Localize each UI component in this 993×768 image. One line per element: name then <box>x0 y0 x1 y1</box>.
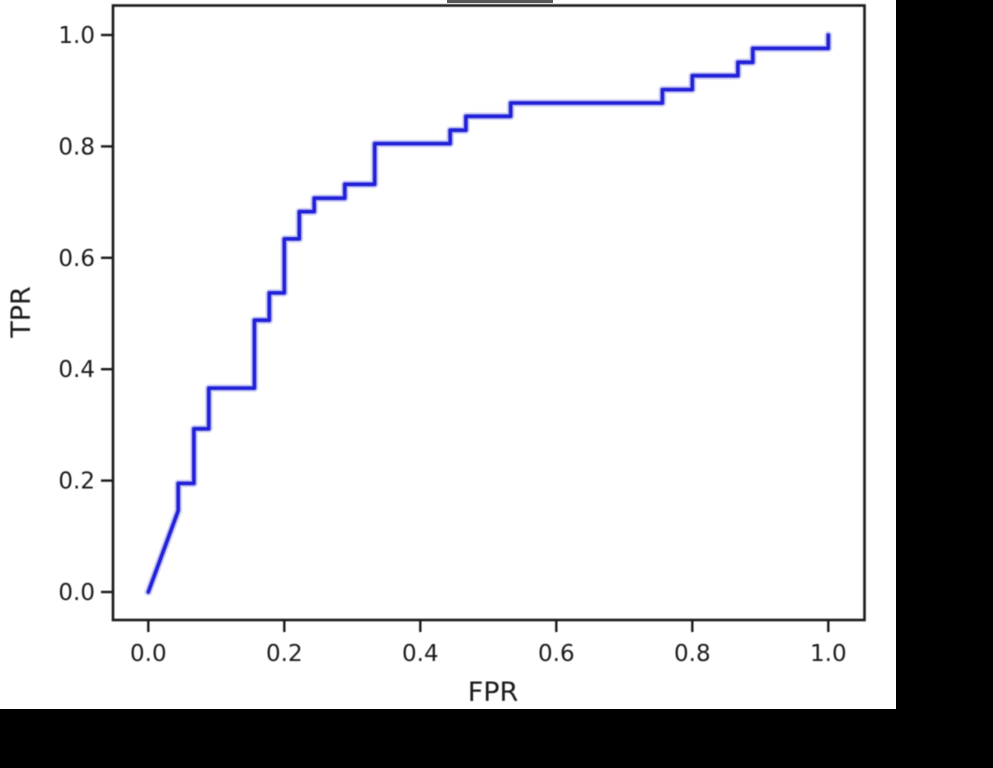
x-axis-ticks: 0.0 0.2 0.4 0.6 0.8 1.0 <box>130 620 847 667</box>
cropped-title-artifact <box>447 0 553 3</box>
x-tick-label: 0.6 <box>538 641 575 667</box>
y-tick-label: 1.0 <box>58 23 95 49</box>
x-axis-label: FPR <box>468 677 519 708</box>
y-tick-label: 0.0 <box>58 580 95 606</box>
x-tick-label: 0.2 <box>266 641 303 667</box>
x-tick-label: 0.0 <box>130 641 167 667</box>
roc-curve-line-halo <box>144 31 833 596</box>
y-tick-label: 0.2 <box>58 469 95 495</box>
y-axis-ticks: 0.0 0.2 0.4 0.6 0.8 1.0 <box>58 23 113 606</box>
y-axis-label: TPR <box>6 286 37 339</box>
x-tick-label: 0.8 <box>674 641 711 667</box>
bottom-black-bar <box>0 709 993 768</box>
plot-box-spines <box>111 4 866 622</box>
right-black-bar <box>896 0 993 768</box>
x-tick-label: 0.4 <box>402 641 439 667</box>
x-tick-label: 1.0 <box>810 641 847 667</box>
y-tick-label: 0.4 <box>58 357 95 383</box>
y-tick-label: 0.8 <box>58 134 95 160</box>
y-tick-label: 0.6 <box>58 246 95 272</box>
roc-curve-line <box>146 33 831 594</box>
